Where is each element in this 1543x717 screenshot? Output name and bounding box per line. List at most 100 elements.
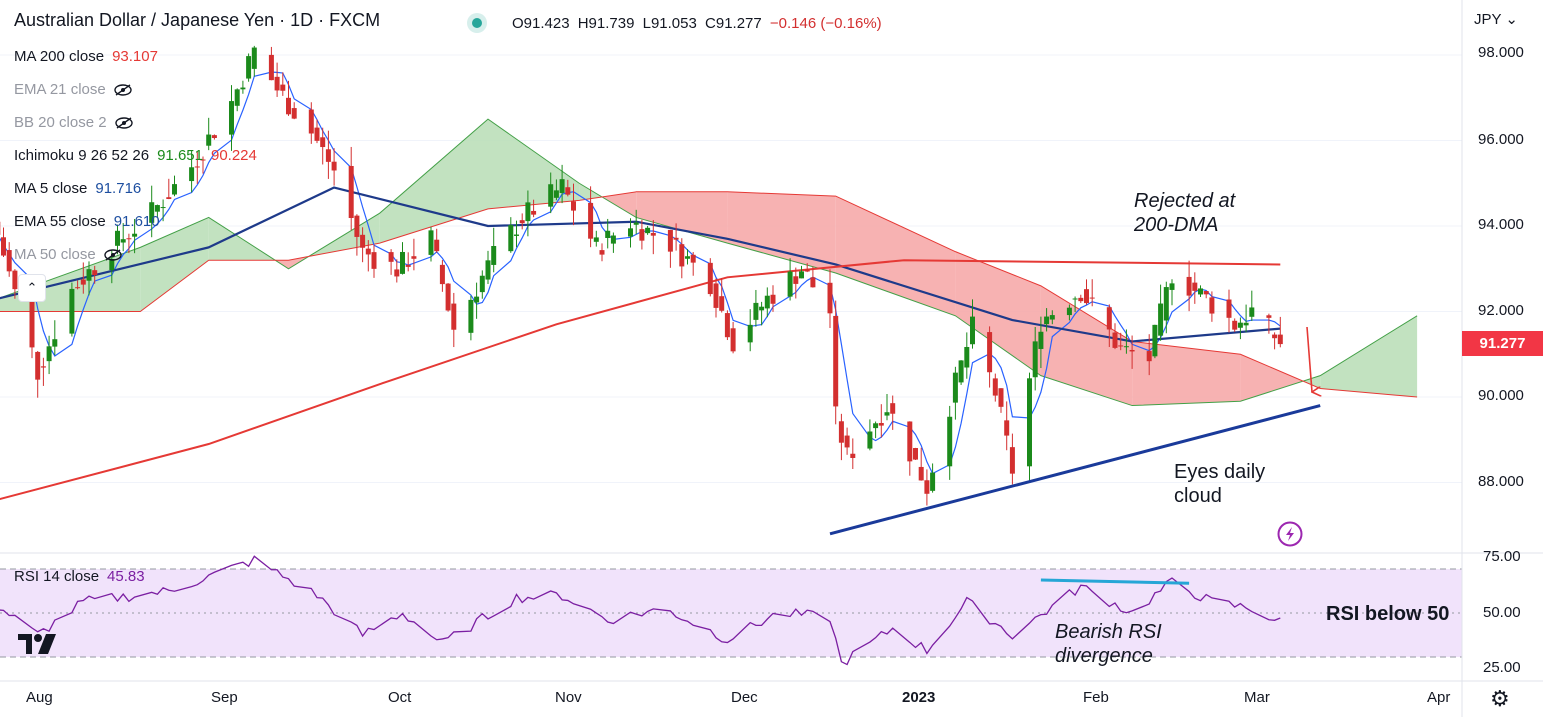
- candle-up: [508, 225, 514, 252]
- flash-icon[interactable]: [1277, 521, 1303, 547]
- price-tick: 96.000: [1478, 131, 1524, 148]
- candle-down: [1203, 291, 1209, 295]
- trendline: [829, 404, 1321, 536]
- candle-up: [645, 227, 651, 234]
- ichimoku-cloud: [0, 118, 1418, 407]
- candle-up: [1152, 324, 1158, 357]
- candle-down: [348, 165, 354, 219]
- legend-label: MA 50 close: [14, 246, 96, 263]
- bull-cloud-segment: [1320, 315, 1418, 397]
- candle-up: [160, 207, 166, 209]
- candle-down: [1129, 349, 1135, 352]
- ema55-line: [0, 186, 1281, 343]
- candle-down: [411, 256, 417, 259]
- candle-up: [610, 235, 616, 244]
- candle-down: [331, 161, 337, 171]
- rsi-tick: 75.00: [1483, 548, 1521, 565]
- candle-up: [1163, 287, 1169, 321]
- price-tick: 90.000: [1478, 387, 1524, 404]
- candle-up: [485, 260, 491, 280]
- bear-cloud-segment: [602, 191, 637, 218]
- candle-down: [588, 202, 594, 239]
- legend-ma50[interactable]: MA 50 close: [14, 246, 122, 263]
- candle-down: [166, 197, 172, 200]
- candle-down: [40, 366, 46, 368]
- change-value: −0.146 (−0.16%): [769, 15, 882, 32]
- chevron-down-icon: ⌄: [1505, 11, 1518, 28]
- bear-cloud-segment: [955, 251, 1041, 376]
- candle-up: [553, 190, 559, 198]
- candle-down: [1004, 420, 1010, 436]
- candle-down: [913, 448, 918, 460]
- candle-up: [787, 271, 793, 297]
- eye-hidden-icon[interactable]: [114, 117, 133, 129]
- collapse-legend-button[interactable]: ⌃: [18, 274, 46, 302]
- candle-down: [650, 232, 656, 236]
- candle-down: [719, 296, 725, 311]
- candle-down: [1009, 447, 1015, 474]
- candle-down: [907, 421, 913, 462]
- candle-up: [1072, 298, 1078, 300]
- gear-icon[interactable]: ⚙: [1490, 686, 1510, 711]
- time-tick: Apr: [1427, 689, 1451, 706]
- legend-value: 91.651: [157, 147, 203, 164]
- candle-down: [75, 287, 81, 289]
- candle-down: [1, 237, 6, 256]
- candle-up: [52, 339, 58, 347]
- candle-down: [1266, 315, 1272, 318]
- tradingview-logo: [18, 634, 56, 654]
- candle-down: [810, 277, 816, 288]
- legend-ichimoku[interactable]: Ichimoku 9 26 52 26 91.651 90.224: [14, 147, 257, 164]
- candle-down: [599, 250, 605, 255]
- candle-down: [924, 480, 930, 494]
- candle-up: [172, 184, 177, 195]
- legend-label: BB 20 close 2: [14, 114, 107, 131]
- candle-up: [867, 431, 873, 449]
- bull-cloud-segment: [379, 119, 488, 244]
- candle-down: [838, 421, 844, 443]
- legend-ma200[interactable]: MA 200 close 93.107: [14, 48, 158, 65]
- candle-up: [1038, 331, 1044, 349]
- legend-rsi[interactable]: RSI 14 close 45.83: [14, 568, 145, 585]
- candle-up: [947, 416, 953, 467]
- candle-up: [120, 239, 126, 243]
- candle-up: [234, 89, 240, 106]
- candle-down: [1089, 297, 1095, 299]
- time-tick: 2023: [902, 689, 936, 706]
- candle-up: [1243, 322, 1249, 326]
- candle-down: [673, 237, 679, 240]
- candle-up: [132, 233, 138, 237]
- candle-down: [639, 229, 645, 241]
- price-grid: [0, 54, 1462, 483]
- currency-selector[interactable]: JPY ⌄: [1474, 10, 1518, 28]
- candle-down: [878, 423, 884, 426]
- candle-down: [80, 279, 86, 285]
- candle-down: [6, 250, 12, 272]
- ma5-line: [0, 71, 1281, 475]
- candle-up: [685, 256, 690, 259]
- legend-ema55[interactable]: EMA 55 close 91.610: [14, 213, 160, 230]
- candle-down: [793, 276, 799, 284]
- candle-down: [1272, 334, 1278, 339]
- candle-down: [1084, 289, 1089, 304]
- candle-down: [360, 234, 366, 248]
- candle-up: [747, 324, 753, 343]
- senkou-span-b: [0, 191, 1418, 398]
- candle-up: [753, 302, 759, 320]
- eye-hidden-icon[interactable]: [114, 84, 132, 96]
- annotation-line: divergence: [1055, 645, 1153, 667]
- candle-up: [69, 288, 75, 334]
- eye-hidden-icon[interactable]: [104, 249, 122, 261]
- candle-down: [565, 187, 571, 195]
- time-tick: Sep: [211, 689, 238, 706]
- candle-up: [884, 412, 890, 416]
- candle-down: [531, 210, 537, 215]
- legend-ma5[interactable]: MA 5 close 91.716: [14, 180, 141, 197]
- candle-up: [474, 296, 480, 303]
- support-trendline: [829, 404, 1321, 536]
- ma200-line: [0, 259, 1281, 501]
- candle-up: [1027, 378, 1032, 467]
- legend-ema21[interactable]: EMA 21 close: [14, 81, 132, 98]
- legend-bb[interactable]: BB 20 close 2: [14, 114, 133, 131]
